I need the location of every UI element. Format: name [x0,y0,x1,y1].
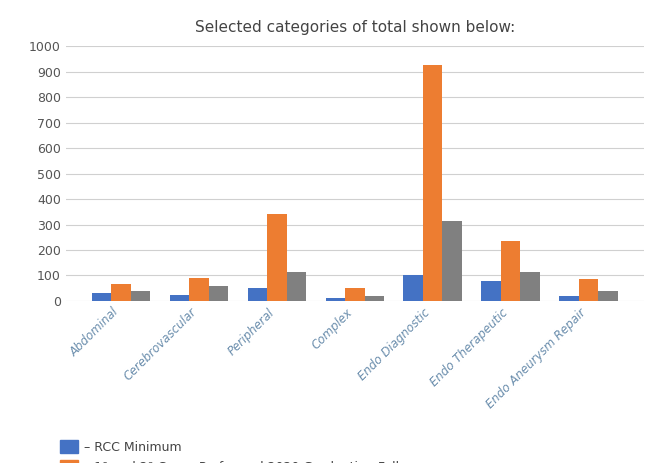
Title: Selected categories of total shown below:: Selected categories of total shown below… [194,20,515,35]
Bar [442,221,462,301]
Bar [482,281,501,301]
Bar [92,294,112,301]
Bar [345,288,365,301]
Bar [403,275,423,301]
Bar [501,241,520,301]
Bar [267,214,286,301]
Bar [112,284,131,301]
Bar [423,65,442,301]
Bar [131,291,150,301]
Bar [579,279,598,301]
Bar [189,278,209,301]
Bar [365,296,384,301]
Legend: – RCC Minimum, – 1º and 2º Cases Preformed 2020 Graduating Fellow, – 1º and 2º C: – RCC Minimum, – 1º and 2º Cases Preform… [60,439,430,463]
Bar [326,299,345,301]
Bar [598,291,618,301]
Bar [286,272,306,301]
Bar [170,294,189,301]
Bar [559,296,579,301]
Bar [520,272,539,301]
Bar [248,288,267,301]
Bar [209,286,228,301]
